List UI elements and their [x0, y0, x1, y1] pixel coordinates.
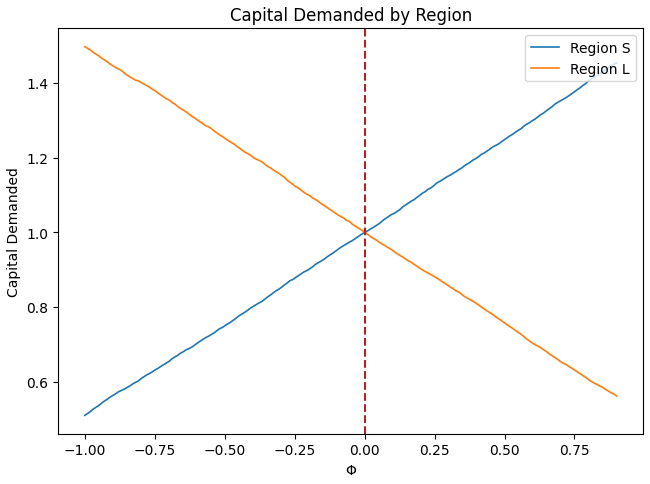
Region L — [241, 150, 249, 156]
Region L — [323, 205, 331, 211]
X-axis label: Φ: Φ — [345, 463, 356, 477]
Region L — [81, 45, 88, 50]
Line: Region L: Region L — [84, 47, 616, 396]
Region L — [137, 80, 145, 86]
Region S — [241, 309, 249, 315]
Region S — [233, 315, 240, 321]
Region L — [612, 393, 620, 399]
Legend: Region S, Region L: Region S, Region L — [525, 36, 636, 82]
Region S — [323, 255, 331, 260]
Region S — [81, 412, 88, 418]
Region S — [205, 333, 213, 339]
Region L — [348, 222, 356, 227]
Region L — [205, 125, 213, 131]
Region S — [348, 239, 356, 244]
Region S — [137, 376, 145, 382]
Title: Capital Demanded by Region: Capital Demanded by Region — [229, 7, 472, 25]
Region S — [612, 61, 620, 67]
Line: Region S: Region S — [84, 64, 616, 415]
Region L — [233, 144, 240, 150]
Y-axis label: Capital Demanded: Capital Demanded — [7, 167, 21, 296]
